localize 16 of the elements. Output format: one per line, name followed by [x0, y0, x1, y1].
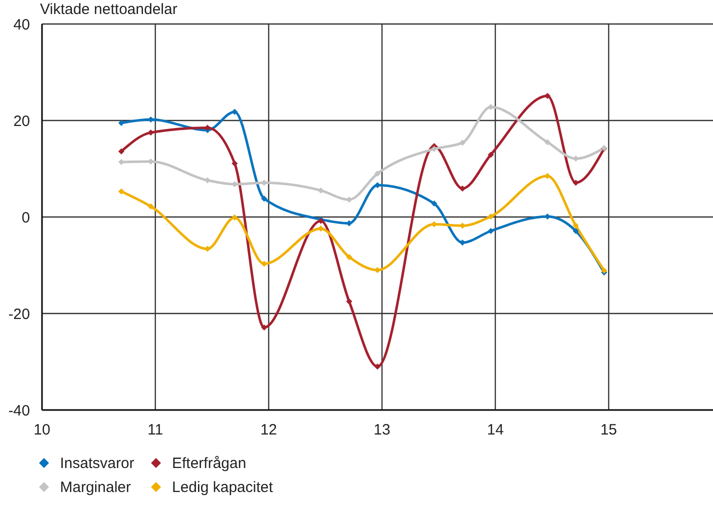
- x-tick-label: 12: [260, 422, 278, 439]
- legend-label: Ledig kapacitet: [172, 478, 273, 496]
- y-tick-label: -40: [8, 402, 30, 420]
- x-tick-label: 11: [148, 422, 164, 439]
- x-tick-label: 13: [374, 422, 390, 439]
- y-tick-label: -20: [8, 306, 30, 323]
- x-tick-label: 10: [34, 422, 50, 439]
- legend-label: Efterfrågan: [172, 454, 246, 472]
- y-tick-label: 20: [13, 112, 30, 130]
- x-tick-label: 14: [486, 422, 504, 439]
- y-tick-label: 0: [22, 209, 30, 226]
- x-tick-label: 15: [600, 422, 618, 439]
- chart-title: Viktade nettoandelar: [40, 1, 178, 18]
- legend-label: Insatsvaror: [60, 454, 134, 472]
- legend-label: Marginaler: [60, 478, 131, 496]
- y-tick-label: 40: [13, 16, 30, 34]
